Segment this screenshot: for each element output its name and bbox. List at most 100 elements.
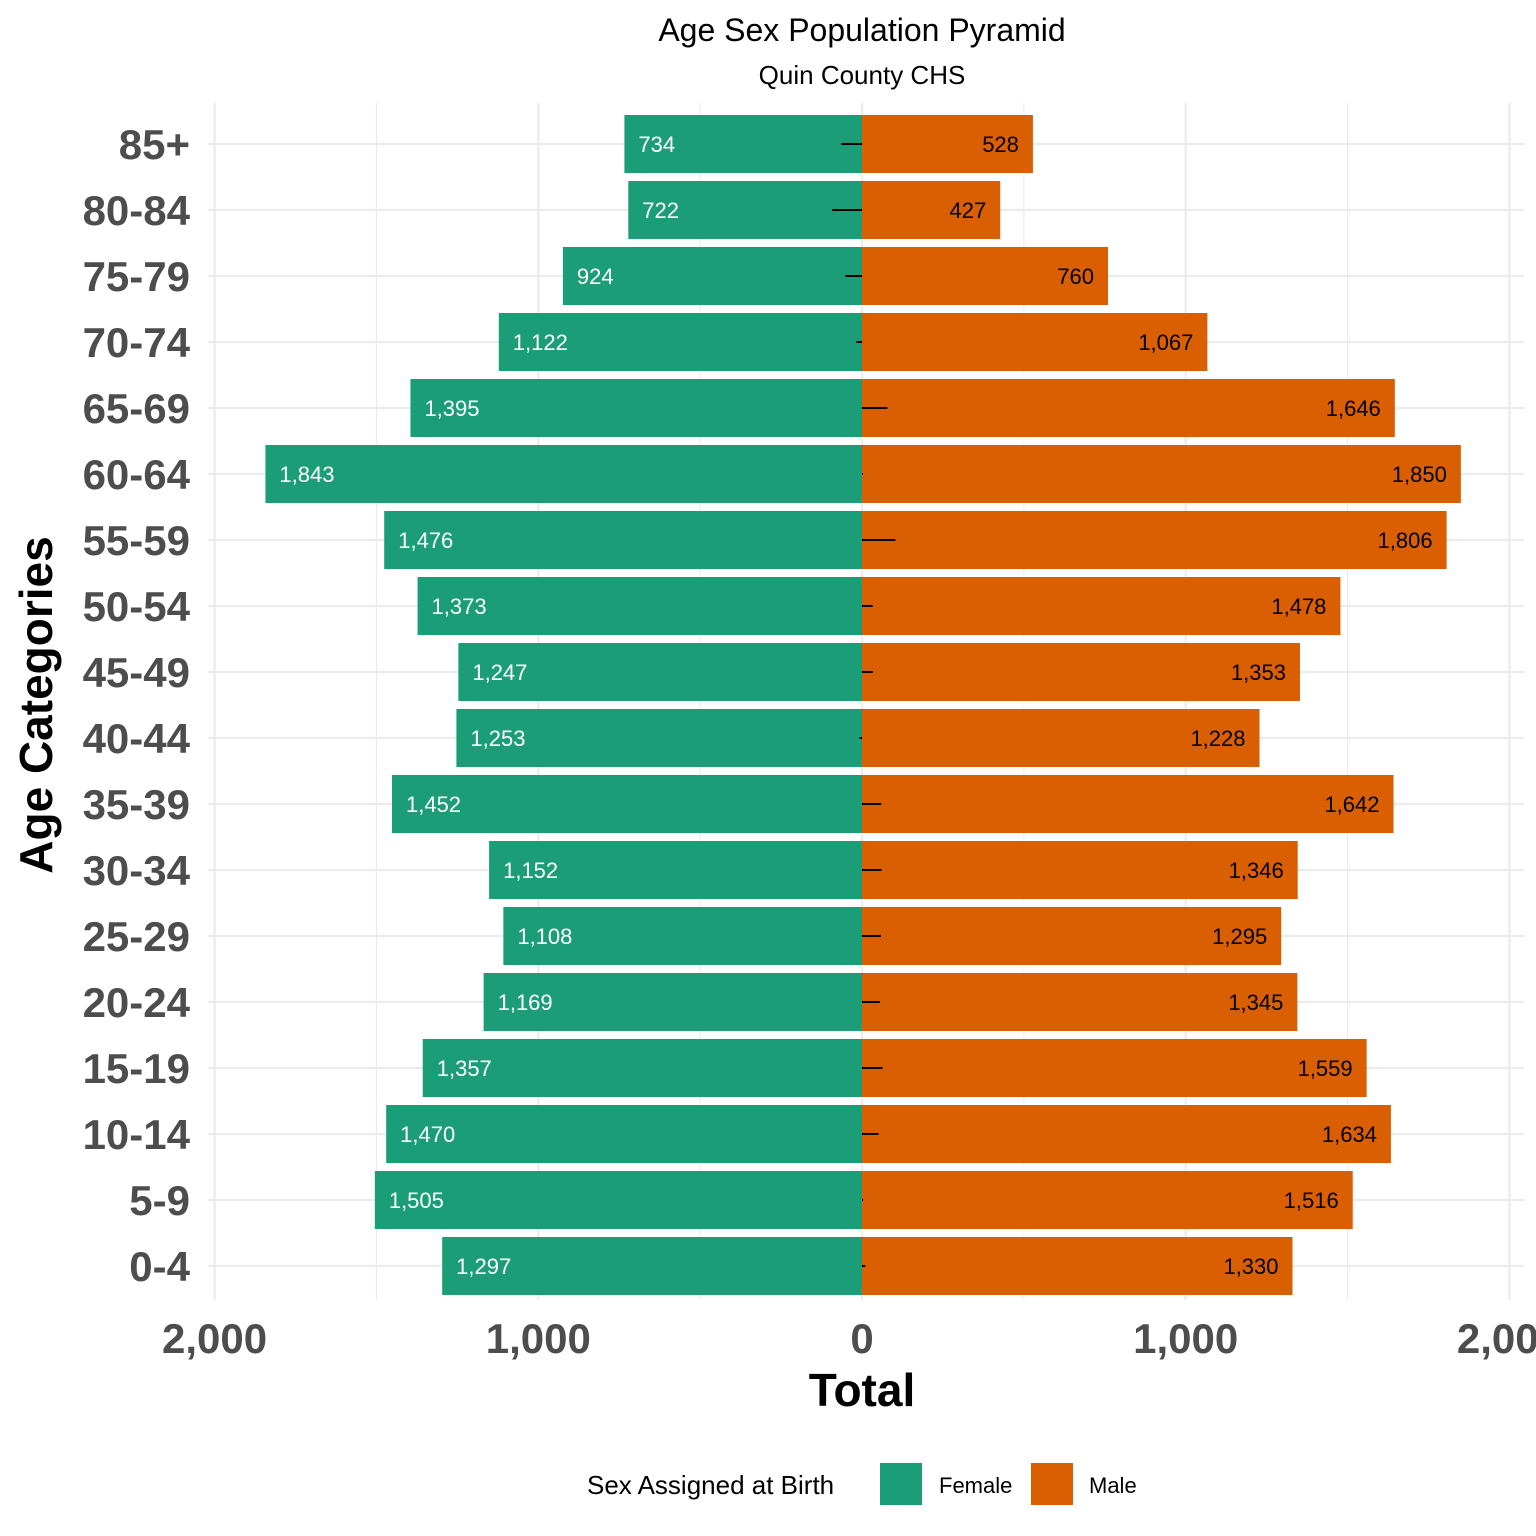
value-label-female: 1,122 [513, 330, 568, 355]
value-label-female: 1,373 [432, 594, 487, 619]
value-label-male: 1,634 [1322, 1122, 1377, 1147]
y-category-label: 75-79 [83, 253, 190, 300]
difference-segments-layer [832, 143, 896, 1267]
y-category-label: 0-4 [129, 1243, 190, 1290]
y-category-label: 45-49 [83, 649, 190, 696]
value-label-male: 1,067 [1138, 330, 1193, 355]
x-axis-title: Total [809, 1364, 915, 1416]
value-label-male: 1,850 [1392, 462, 1447, 487]
bar-female [391, 775, 862, 833]
y-category-label: 10-14 [83, 1111, 191, 1158]
bar-female [417, 577, 862, 635]
bar-male [862, 511, 1447, 569]
bar-female [562, 247, 862, 305]
y-category-label: 40-44 [83, 715, 191, 762]
value-label-female: 734 [638, 132, 675, 157]
legend-swatch-male [1031, 1463, 1073, 1505]
value-label-female: 1,505 [389, 1188, 444, 1213]
y-category-label: 30-34 [83, 847, 191, 894]
bar-male [862, 1105, 1391, 1163]
legend-label-male: Male [1089, 1473, 1137, 1498]
value-label-female: 1,297 [456, 1254, 511, 1279]
value-label-male: 1,559 [1298, 1056, 1353, 1081]
value-label-male: 1,353 [1231, 660, 1286, 685]
value-label-male: 1,295 [1212, 924, 1267, 949]
bar-female [489, 841, 862, 899]
bar-female [503, 907, 862, 965]
bar-female [410, 379, 862, 437]
bar-male [862, 643, 1300, 701]
value-label-male: 1,346 [1229, 858, 1284, 883]
bar-male [862, 907, 1282, 965]
value-label-female: 1,470 [400, 1122, 455, 1147]
bar-female [265, 445, 862, 503]
bars-layer [265, 115, 1461, 1295]
bar-female [442, 1237, 862, 1295]
y-category-label: 55-59 [83, 517, 190, 564]
legend-label-female: Female [939, 1473, 1012, 1498]
value-label-female: 1,357 [437, 1056, 492, 1081]
value-label-female: 1,108 [517, 924, 572, 949]
y-category-label: 70-74 [83, 319, 191, 366]
y-axis-category-labels: 0-4 5-9 10-14 15-19 20-24 25-29 30-34 35-39 40-4… [83, 121, 191, 1290]
y-category-label: 85+ [119, 121, 190, 168]
value-label-female: 1,152 [503, 858, 558, 883]
chart-subtitle: Quin County CHS [759, 60, 966, 90]
y-axis-title: Age Categories [10, 536, 62, 873]
value-label-male: 760 [1057, 264, 1094, 289]
y-category-label: 80-84 [83, 187, 191, 234]
value-label-female: 1,169 [498, 990, 553, 1015]
value-label-female: 1,843 [279, 462, 334, 487]
bar-male [862, 709, 1260, 767]
x-tick-label: 1,000 [1133, 1315, 1238, 1362]
value-label-male: 1,345 [1228, 990, 1283, 1015]
y-category-label: 60-64 [83, 451, 191, 498]
bar-male [862, 577, 1341, 635]
chart-title: Age Sex Population Pyramid [658, 12, 1065, 48]
bar-female [374, 1171, 862, 1229]
value-label-female: 1,247 [472, 660, 527, 685]
bar-female [386, 1105, 862, 1163]
bar-male [862, 445, 1461, 503]
bar-male [862, 775, 1394, 833]
y-category-label: 50-54 [83, 583, 191, 630]
bar-male [862, 115, 1033, 173]
value-label-female: 924 [577, 264, 614, 289]
bar-male [862, 247, 1109, 305]
legend-swatch-female [880, 1463, 922, 1505]
legend-title: Sex Assigned at Birth [587, 1470, 834, 1500]
bar-male [862, 1171, 1353, 1229]
bar-female [624, 115, 862, 173]
y-category-label: 65-69 [83, 385, 190, 432]
y-category-label: 5-9 [129, 1177, 190, 1224]
x-tick-label: 2,000 [1457, 1315, 1536, 1362]
x-tick-label: 0 [850, 1315, 873, 1362]
x-axis-tick-labels: 2,000 1,000 0 1,000 2,000 [162, 1315, 1536, 1362]
value-label-male: 427 [950, 198, 987, 223]
bar-male [862, 181, 1001, 239]
bar-male [862, 841, 1298, 899]
bar-male [862, 1039, 1367, 1097]
y-category-label: 25-29 [83, 913, 190, 960]
value-label-male: 1,642 [1324, 792, 1379, 817]
value-label-male: 1,478 [1271, 594, 1326, 619]
bar-female [384, 511, 862, 569]
legend: Sex Assigned at Birth Female Male [587, 1463, 1137, 1505]
value-label-female: 1,452 [406, 792, 461, 817]
bar-male [862, 973, 1298, 1031]
bar-female [456, 709, 862, 767]
bar-male [862, 313, 1208, 371]
value-label-male: 1,516 [1284, 1188, 1339, 1213]
bar-male [862, 1237, 1293, 1295]
x-tick-label: 2,000 [162, 1315, 267, 1362]
value-label-female: 1,253 [470, 726, 525, 751]
value-labels-layer: 1,297 1,330 1,505 1,516 1,470 1,634 1,357 1,559… [279, 132, 1446, 1279]
x-tick-label: 1,000 [486, 1315, 591, 1362]
bar-female [628, 181, 862, 239]
value-label-male: 528 [982, 132, 1019, 157]
value-label-male: 1,806 [1378, 528, 1433, 553]
bar-female [458, 643, 862, 701]
value-label-male: 1,228 [1190, 726, 1245, 751]
value-label-male: 1,330 [1223, 1254, 1278, 1279]
